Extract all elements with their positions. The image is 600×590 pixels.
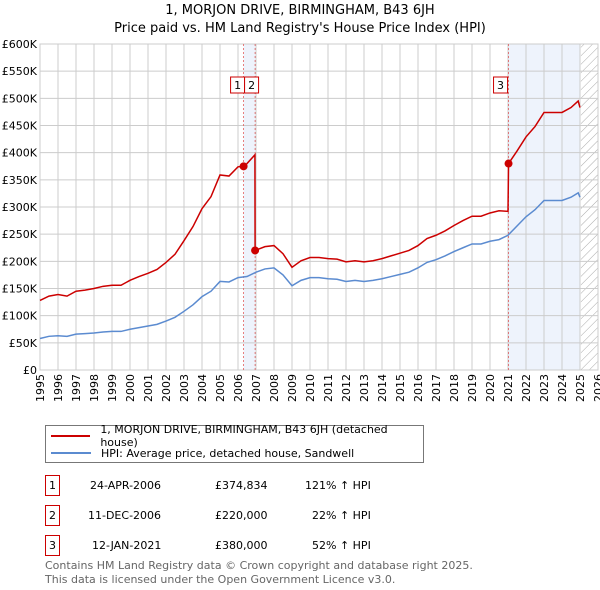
plot-border [39,43,599,371]
footer-licence: This data is licensed under the Open Gov… [45,573,396,586]
y-tick-label: £550K [2,65,38,78]
x-tick-label: 2023 [538,374,551,402]
x-tick-label: 2000 [124,374,137,402]
chart-title: 1, MORJON DRIVE, BIRMINGHAM, B43 6JH [165,3,435,18]
sale-label: 2 [248,79,255,92]
x-tick-label: 2002 [160,374,173,402]
x-tick-label: 2006 [232,374,245,402]
x-tick-label: 1997 [70,374,83,402]
x-tick-label: 2011 [322,374,335,402]
x-tick-label: 2021 [502,374,515,402]
sale-row: 1 24-APR-2006 £374,834 121% ↑ HPI [45,475,445,496]
x-tick-label: 2004 [196,374,209,402]
x-tick-label: 1999 [106,374,119,402]
sale-date: 12-JAN-2021 [92,539,162,552]
sale-number: 3 [45,535,60,556]
sale-point [504,159,513,168]
y-tick-label: £50K [9,337,38,350]
sale-label: 3 [497,79,504,92]
legend-swatch-blue [51,452,91,454]
x-tick-label: 2013 [358,374,371,402]
x-tick-label: 2008 [268,374,281,402]
legend-item-hpi: HPI: Average price, detached house, Sand… [51,446,354,460]
series-line-hpi [39,191,581,340]
sale-hpi: 22% ↑ HPI [312,509,371,522]
y-tick-label: £600K [2,38,38,51]
sale-price: £374,834 [215,479,268,492]
x-tick-label: 2016 [412,374,425,402]
sale-date: 24-APR-2006 [90,479,162,492]
sale-point [239,162,248,171]
x-tick-label: 2005 [214,374,227,402]
x-tick-label: 2009 [286,374,299,402]
sale-label-box [244,76,260,94]
x-tick-label: 1995 [34,374,47,402]
sale-date: 11-DEC-2006 [88,509,162,522]
legend-label: HPI: Average price, detached house, Sand… [101,446,355,460]
chart-subtitle: Price paid vs. HM Land Registry's House … [114,21,486,36]
sale-number: 2 [45,505,60,526]
y-tick-label: £300K [2,201,38,214]
x-tick-label: 2001 [142,374,155,402]
plot-area: 1995 1996 1997 1998 1999 2000 2001 2002 2003 2004… [2,38,600,402]
sale-label-box [493,76,509,94]
sale-hpi: 121% ↑ HPI [305,479,371,492]
x-tick-label: 2003 [178,374,191,402]
x-tick-label: 2022 [520,374,533,402]
sale-point [251,246,260,255]
sale-price: £380,000 [215,539,268,552]
y-tick-label: £250K [2,228,38,241]
x-tick-label: 2025 [574,374,587,402]
x-tick-label: 2018 [448,374,461,402]
footer-copyright: Contains HM Land Registry data © Crown c… [45,559,473,572]
y-tick-label: £500K [2,92,38,105]
sale-row: 2 11-DEC-2006 £220,000 22% ↑ HPI [45,505,445,526]
sale-row: 3 12-JAN-2021 £380,000 52% ↑ HPI [45,535,445,556]
x-tick-label: 2015 [394,374,407,402]
sale-price: £220,000 [215,509,268,522]
x-tick-label: 2020 [484,374,497,402]
x-tick-label: 2007 [250,374,263,402]
x-tick-label: 1998 [88,374,101,402]
y-tick-label: £350K [2,174,38,187]
x-tick-label: 2026 [592,374,600,402]
x-tick-label: 2017 [430,374,443,402]
y-tick-label: £450K [2,120,38,133]
x-tick-label: 2024 [556,374,569,402]
x-tick-label: 2014 [376,374,389,402]
y-tick-label: £400K [2,147,38,160]
legend-label: 1, MORJON DRIVE, BIRMINGHAM, B43 6JH (de… [100,423,388,449]
x-tick-label: 2012 [340,374,353,402]
legend: 1, MORJON DRIVE, BIRMINGHAM, B43 6JH (de… [45,423,424,463]
y-tick-label: £0 [23,364,37,377]
y-tick-label: £200K [2,255,38,268]
x-tick-label: 2019 [466,374,479,402]
series-line-property [39,99,581,302]
x-tick-label: 1996 [52,374,65,402]
sale-hpi: 52% ↑ HPI [312,539,371,552]
legend-item-property: 1, MORJON DRIVE, BIRMINGHAM, B43 6JH (de… [51,423,423,449]
sale-label: 1 [234,79,241,92]
sale-number: 1 [45,475,60,496]
y-tick-label: £100K [2,310,38,323]
y-tick-label: £150K [2,283,38,296]
legend-swatch-red [51,435,91,437]
x-tick-label: 2010 [304,374,317,402]
